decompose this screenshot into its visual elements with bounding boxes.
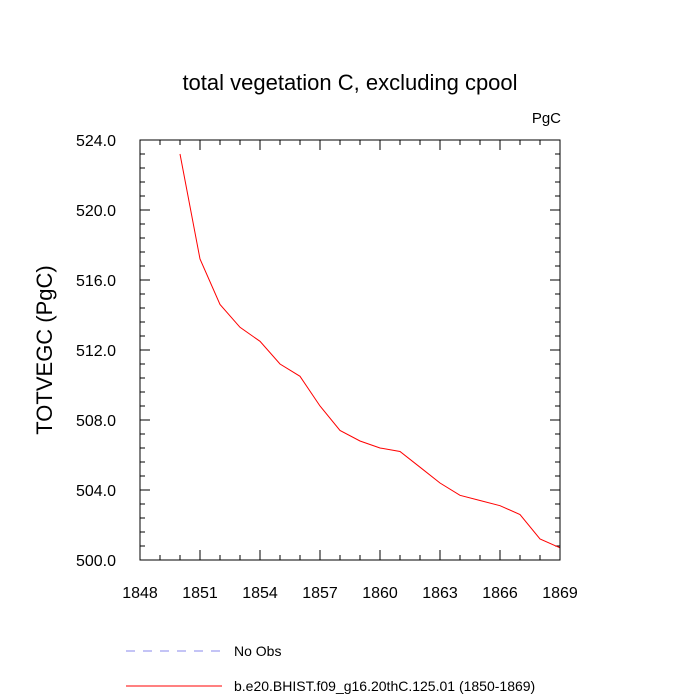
x-tick-label: 1857 <box>302 585 338 602</box>
legend-label: No Obs <box>234 643 281 659</box>
y-tick-label: 508.0 <box>76 413 116 430</box>
y-tick-label: 524.0 <box>76 133 116 150</box>
y-axis-label: TOTVEGC (PgC) <box>32 265 57 435</box>
x-tick-label: 1854 <box>242 585 278 602</box>
y-tick-label: 512.0 <box>76 343 116 360</box>
x-tick-label: 1866 <box>482 585 518 602</box>
x-tick-label: 1860 <box>362 585 398 602</box>
y-tick-label: 520.0 <box>76 203 116 220</box>
axis-ticks <box>139 139 561 561</box>
plot-frame <box>139 139 561 561</box>
tick-labels: 1848 1851 1854 1857 1860 1863 1866 1869 500.0 504… <box>76 133 578 602</box>
y-tick-label: 500.0 <box>76 553 116 570</box>
units-label: PgC <box>532 110 561 127</box>
chart-title: total vegetation C, excluding cpool <box>182 70 517 95</box>
series-line <box>179 153 561 549</box>
legend: No Obs b.e20.BHIST.f09_g16.20thC.125.01 (… <box>126 643 535 694</box>
x-tick-label: 1851 <box>182 585 218 602</box>
x-tick-label: 1863 <box>422 585 458 602</box>
y-tick-label: 516.0 <box>76 273 116 290</box>
series-layer <box>179 153 561 549</box>
y-tick-label: 504.0 <box>76 483 116 500</box>
x-tick-label: 1869 <box>542 585 578 602</box>
legend-label: b.e20.BHIST.f09_g16.20thC.125.01 (1850-1… <box>234 678 535 694</box>
x-tick-label: 1848 <box>122 585 158 602</box>
